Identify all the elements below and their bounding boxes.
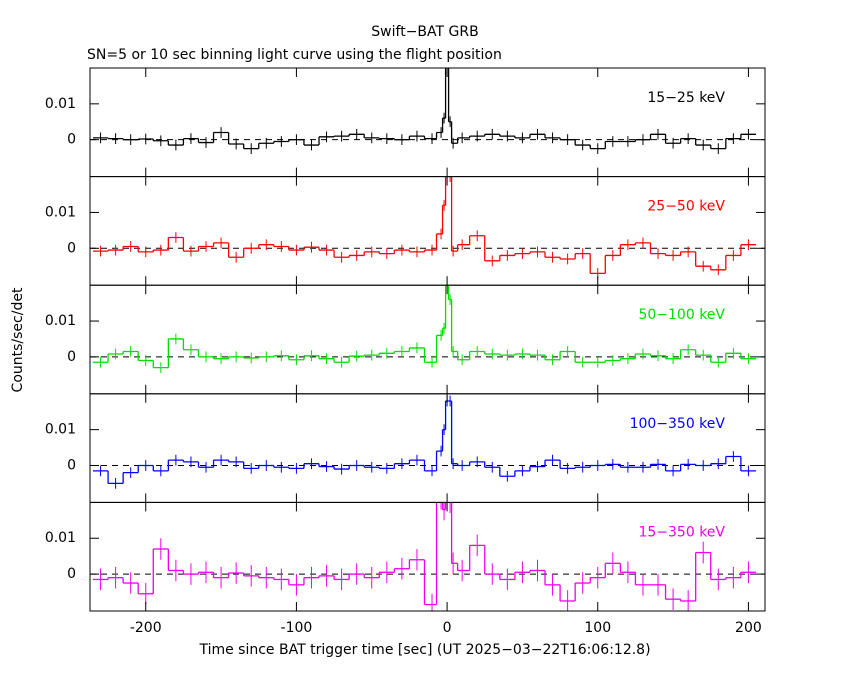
x-tick-label: -200 — [130, 620, 162, 636]
y-tick-label: 0.01 — [45, 530, 76, 546]
panel-frame — [89, 284, 766, 395]
series-3 — [93, 395, 756, 489]
panel-frame — [89, 67, 766, 178]
y-tick-label: 0.01 — [45, 204, 76, 220]
x-tick-label: 100 — [584, 620, 611, 636]
step-riser — [107, 502, 742, 605]
y-tick-label: 0.01 — [45, 313, 76, 329]
y-tick-label: 0 — [67, 457, 76, 473]
panel-frame — [89, 501, 766, 612]
series-4 — [93, 502, 756, 611]
x-tick-label: 0 — [443, 620, 452, 636]
y-tick-label: 0 — [67, 240, 76, 256]
series-label: 15−350 keV — [638, 524, 725, 540]
series-2 — [93, 285, 756, 374]
x-tick-label: 200 — [735, 620, 762, 636]
y-axis-label: Counts/sec/det — [10, 287, 26, 392]
panel-frame — [89, 393, 766, 503]
panel-frame — [89, 176, 766, 286]
series-0 — [93, 68, 756, 155]
chart-subtitle: SN=5 or 10 sec binning light curve using… — [87, 47, 502, 63]
y-tick-label: 0 — [67, 566, 76, 582]
series-label: 25−50 keV — [647, 199, 725, 215]
y-tick-label: 0 — [67, 132, 76, 148]
y-tick-label: 0.01 — [45, 422, 76, 438]
series-label: 50−100 keV — [638, 307, 725, 323]
series-1 — [93, 176, 756, 279]
x-tick-label: -100 — [281, 620, 313, 636]
y-tick-label: 0 — [67, 349, 76, 365]
series-label: 100−350 keV — [630, 416, 726, 432]
series-label: 15−25 keV — [647, 90, 725, 106]
y-tick-label: 0.01 — [45, 96, 76, 112]
step-riser — [107, 400, 742, 484]
x-axis-label: Time since BAT trigger time [sec] (UT 20… — [198, 642, 650, 658]
step-riser — [107, 176, 742, 274]
chart-title: Swift−BAT GRB — [371, 24, 478, 40]
step-riser — [107, 68, 742, 149]
